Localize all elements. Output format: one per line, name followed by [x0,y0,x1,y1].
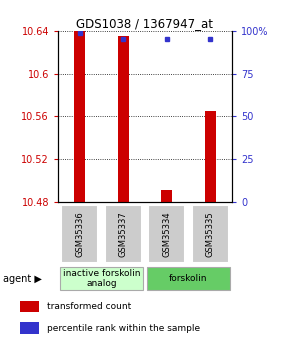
Text: forskolin: forskolin [169,274,208,283]
Bar [74,31,85,202]
FancyBboxPatch shape [192,205,229,263]
Text: inactive forskolin
analog: inactive forskolin analog [63,269,140,288]
Bar [20,322,39,334]
Text: percentile rank within the sample: percentile rank within the sample [46,324,200,333]
Text: GSM35335: GSM35335 [206,211,215,257]
FancyBboxPatch shape [61,205,98,263]
Text: GSM35337: GSM35337 [119,211,128,257]
Bar [20,301,39,313]
Text: GSM35336: GSM35336 [75,211,84,257]
FancyBboxPatch shape [148,205,185,263]
Title: GDS1038 / 1367947_at: GDS1038 / 1367947_at [77,17,213,30]
Bar [118,36,129,202]
Text: GSM35334: GSM35334 [162,211,171,257]
FancyBboxPatch shape [105,205,142,263]
Bar [205,111,216,202]
Bar [60,267,143,290]
Bar [161,190,172,202]
Text: transformed count: transformed count [46,302,131,311]
Bar [147,267,230,290]
Text: agent ▶: agent ▶ [3,274,42,284]
